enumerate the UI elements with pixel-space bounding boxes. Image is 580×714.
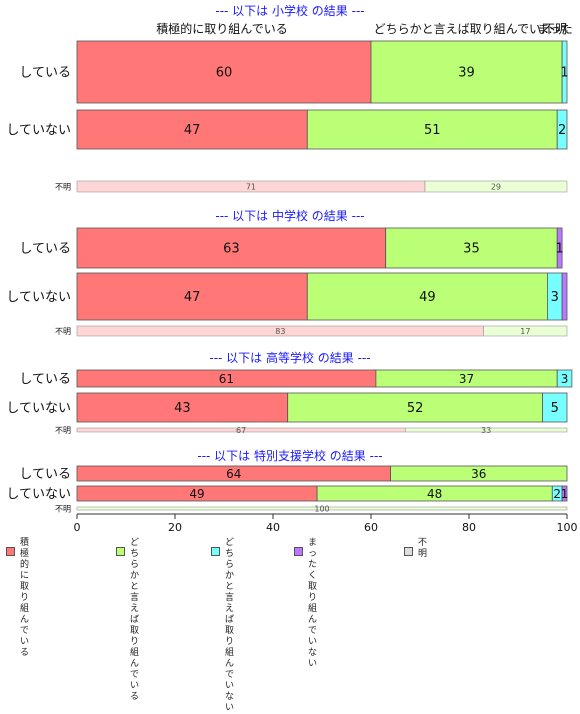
bar-segment [76, 227, 387, 269]
x-tick-label: 40 [266, 521, 280, 534]
x-tick-label: 20 [168, 521, 182, 534]
category-header-label: 不明 [543, 22, 567, 36]
bar-value-label: 1 [560, 66, 568, 81]
row-label: 不明 [55, 504, 71, 513]
bar-value-label: 83 [275, 327, 285, 336]
row-label: している [19, 372, 71, 387]
row-label: していない [6, 487, 71, 502]
bar-value-label: 5 [551, 401, 559, 416]
legend-swatch [211, 547, 220, 556]
bar-value-label: 36 [471, 467, 486, 481]
bar-segment [76, 392, 289, 423]
row-label: 不明 [55, 182, 71, 191]
bar-value-label: 51 [424, 123, 441, 138]
x-tick-label: 60 [364, 521, 378, 534]
panel-title: --- 以下は 中学校 の結果 --- [215, 208, 364, 223]
bar-value-label: 3 [561, 372, 569, 386]
bar-value-label: 100 [314, 504, 329, 513]
bar-segment [370, 40, 563, 104]
legend-label: どちらかと言えば 取り組んでいない [225, 538, 235, 713]
bar-value-label: 60 [216, 66, 233, 81]
bar-value-label: 43 [174, 401, 191, 416]
row-label: 不明 [55, 426, 71, 435]
legend-swatch [6, 547, 15, 556]
bar-value-label: 47 [184, 123, 201, 138]
bar-value-label: 1 [561, 487, 569, 501]
x-tick-label: 0 [74, 521, 81, 534]
bar-segment [556, 369, 573, 388]
bar-value-label: 37 [459, 372, 474, 386]
bar-value-label: 3 [551, 290, 559, 305]
legend: 積極的に 取り組んでいる どちらかと言えば 取り組んでいる どちらかと言えば 取り組… [6, 538, 576, 713]
bar-value-label: 71 [246, 182, 256, 191]
bar-value-label: 67 [236, 426, 246, 435]
bar-segment [76, 506, 568, 511]
bar-segment [76, 272, 308, 321]
bar-segment [542, 392, 568, 423]
bar-value-label: 33 [481, 426, 491, 435]
bar-value-label: 39 [458, 66, 475, 81]
bar-segment [76, 109, 308, 150]
x-tick-label: 80 [462, 521, 476, 534]
bar-segment [556, 227, 563, 269]
bar-value-label: 48 [427, 487, 442, 501]
legend-swatch [116, 547, 125, 556]
panel-title: --- 以下は 小学校 の結果 --- [215, 3, 364, 18]
bar-value-label: 2 [558, 123, 566, 138]
bar-segment [424, 180, 568, 193]
row-label: していない [6, 123, 71, 138]
row-label: している [19, 467, 71, 482]
bar-value-label: 49 [189, 487, 204, 501]
bar-segment [556, 109, 568, 150]
panel-title: --- 以下は 高等学校 の結果 --- [209, 350, 370, 365]
bar-value-label: 64 [226, 467, 241, 481]
bar-segment [404, 427, 568, 433]
bar-value-label: 29 [491, 182, 501, 191]
x-tick-label: 100 [557, 521, 578, 534]
category-header-label: どちらかと言えば取り組んでい... [374, 22, 553, 36]
row-label: している [19, 66, 71, 81]
row-label: 不明 [55, 327, 71, 336]
row-label: していない [6, 290, 71, 305]
bar-value-label: 1 [556, 242, 564, 257]
bar-value-label: 47 [184, 290, 201, 305]
bar-value-label: 2 [553, 487, 561, 501]
bar-value-label: 61 [219, 372, 234, 386]
chart: 積極的に取り組んでいる どちらかと言えば取り組んでい... まった 不明 --- 以下は… [6, 3, 578, 713]
bar-segment [561, 40, 568, 104]
bar-value-label: 63 [223, 242, 240, 257]
bar-value-label: 52 [407, 401, 424, 416]
category-header-label: まった [537, 22, 573, 36]
row-label: していない [6, 401, 71, 416]
bar-segment [390, 465, 568, 482]
bar-segment [306, 272, 548, 321]
bar-segment [287, 392, 543, 423]
row-label: している [19, 242, 71, 257]
legend-swatch [294, 547, 303, 556]
legend-label: まったく 取り組んでいない [308, 538, 318, 669]
bar-value-label: 17 [520, 327, 530, 336]
legend-swatch [404, 547, 413, 556]
legend-label: 積極的に 取り組んでいる [20, 538, 30, 658]
legend-label: どちらかと言えば 取り組んでいる [130, 538, 140, 702]
bar-segment [561, 272, 568, 321]
legend-label: 不明 [418, 538, 428, 559]
bar-segment [483, 325, 568, 337]
bar-value-label: 35 [463, 242, 480, 257]
panel-title: --- 以下は 特別支援学校 の結果 --- [197, 448, 382, 463]
bar-segment [561, 485, 568, 502]
bar-segment [306, 109, 558, 150]
bar-value-label: 49 [419, 290, 436, 305]
category-header-label: 積極的に取り組んでいる [156, 21, 287, 36]
